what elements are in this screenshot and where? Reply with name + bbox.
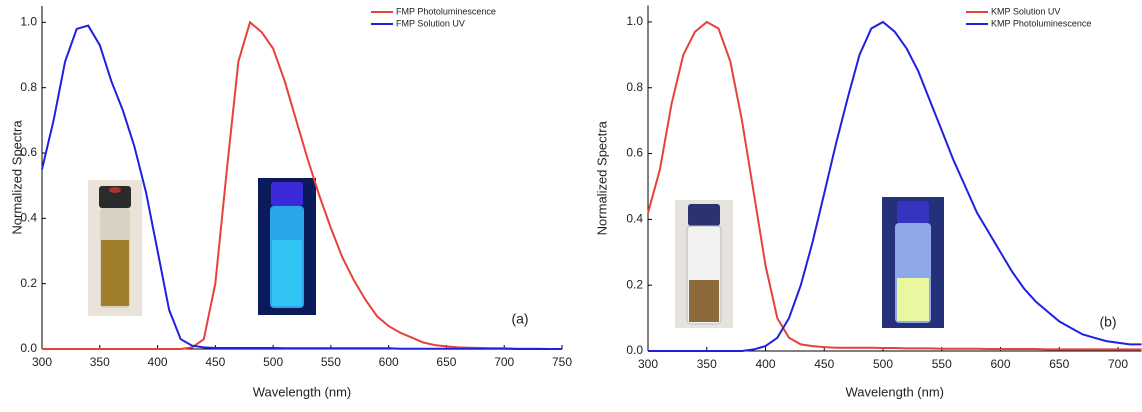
legend-label: KMP Solution UV — [991, 6, 1060, 16]
y-tick-label: 0.4 — [20, 211, 37, 225]
x-tick-label: 700 — [494, 355, 514, 369]
x-tick-label: 450 — [814, 357, 834, 371]
x-tick-label: 600 — [990, 357, 1010, 371]
x-tick-label: 550 — [932, 357, 952, 371]
x-tick-label: 450 — [205, 355, 225, 369]
series-line — [648, 20, 1142, 352]
x-tick-label: 550 — [321, 355, 341, 369]
vial-photo — [258, 178, 316, 315]
y-tick-label: 1.0 — [20, 15, 37, 29]
y-tick-label: 0.2 — [20, 276, 37, 290]
x-tick-label: 700 — [1108, 357, 1128, 371]
legend-label: KMP Photoluminescence — [991, 18, 1091, 28]
x-tick-label: 500 — [263, 355, 283, 369]
vial-photo — [675, 200, 733, 328]
x-tick-label: 500 — [873, 357, 893, 371]
x-axis-label: Wavelength (nm) — [253, 384, 352, 399]
x-tick-label: 600 — [379, 355, 399, 369]
y-tick-label: 0.8 — [626, 80, 643, 94]
vial-photo — [88, 180, 142, 316]
x-tick-label: 300 — [32, 355, 52, 369]
x-tick-label: 400 — [148, 355, 168, 369]
y-tick-label: 0.0 — [626, 343, 643, 357]
y-axis-label: Normalized Spectra — [9, 120, 24, 235]
x-tick-label: 400 — [755, 357, 775, 371]
x-tick-label: 750 — [552, 355, 572, 369]
y-axis-label: Normalized Spectra — [594, 120, 609, 235]
annotation: (b) — [1099, 314, 1116, 330]
y-tick-label: 0.6 — [20, 145, 37, 159]
x-tick-label: 350 — [697, 357, 717, 371]
series-line — [647, 20, 1142, 351]
y-tick-label: 0.8 — [20, 80, 37, 94]
y-tick-label: 0.2 — [626, 277, 643, 291]
annotation: (a) — [511, 311, 528, 327]
x-tick-label: 650 — [1049, 357, 1069, 371]
x-tick-label: 350 — [90, 355, 110, 369]
x-tick-label: 300 — [638, 357, 658, 371]
x-tick-label: 650 — [436, 355, 456, 369]
x-axis-label: Wavelength (nm) — [846, 384, 945, 399]
series-line — [41, 24, 562, 350]
y-tick-label: 1.0 — [626, 14, 643, 28]
legend-label: FMP Solution UV — [396, 18, 465, 28]
y-tick-label: 0.6 — [626, 146, 643, 160]
y-tick-label: 0.4 — [626, 212, 643, 226]
vial-photo — [882, 197, 944, 328]
y-tick-label: 0.0 — [20, 341, 37, 355]
legend-label: FMP Photoluminescence — [396, 6, 496, 16]
